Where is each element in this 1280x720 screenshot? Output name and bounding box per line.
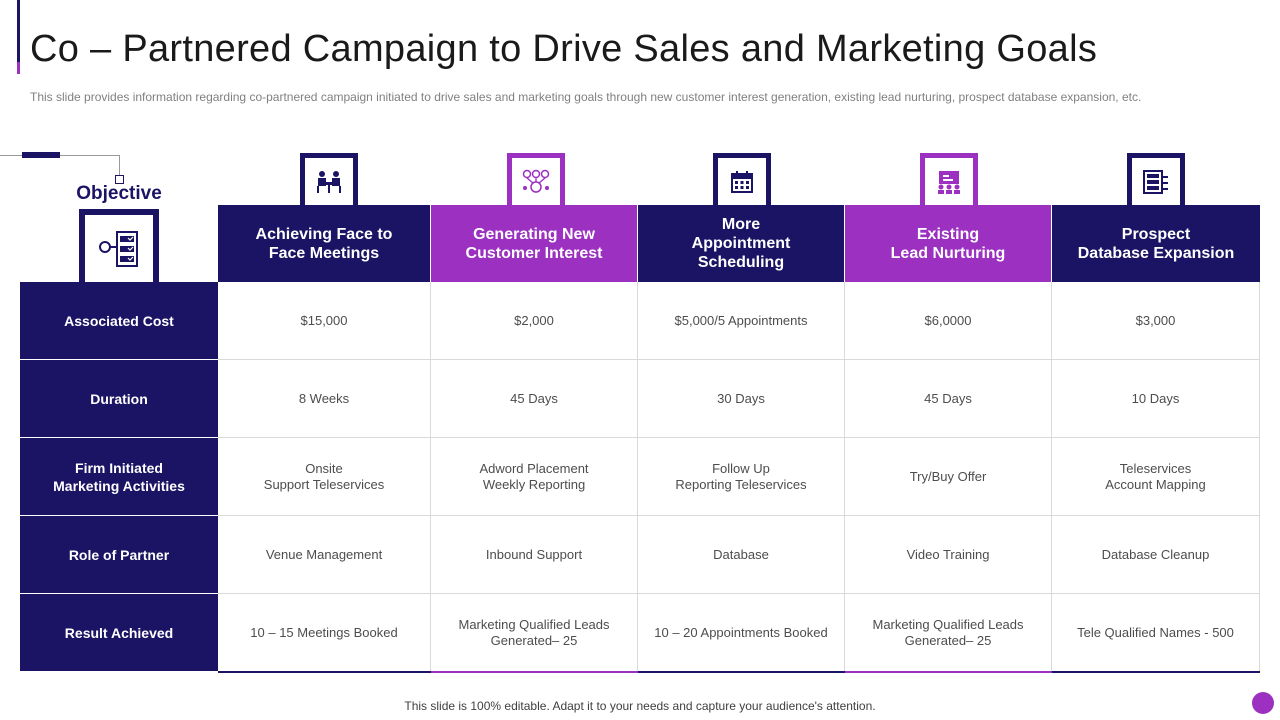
slide-footer: This slide is 100% editable. Adapt it to… [404, 699, 876, 713]
table-cell: Database [638, 516, 845, 594]
table-cell: 10 Days [1052, 360, 1260, 438]
calendar-icon [731, 170, 753, 193]
title-accent-mark [17, 62, 20, 74]
table-cell: 45 Days [431, 360, 638, 438]
column-header-customer-interest: Generating New Customer Interest [431, 205, 638, 282]
table-cell: $15,000 [218, 282, 431, 360]
table-cell: Try/Buy Offer [845, 438, 1052, 516]
column-bottom-rule [218, 671, 431, 673]
connector-node [115, 175, 124, 184]
slide-title: Co – Partnered Campaign to Drive Sales a… [30, 28, 1098, 70]
column-header-database-expansion: Prospect Database Expansion [1052, 205, 1260, 282]
objective-icon-frame [79, 209, 159, 282]
objective-label: Objective [76, 183, 162, 204]
table-cell: Venue Management [218, 516, 431, 594]
table-cell: $6,0000 [845, 282, 1052, 360]
table-cell: $3,000 [1052, 282, 1260, 360]
row-label-result-achieved: Result Achieved [20, 594, 218, 672]
table-cell: 8 Weeks [218, 360, 431, 438]
connector-line-vertical [119, 155, 120, 176]
column-icon-frame-3 [713, 153, 771, 205]
column-icon-frame-1 [300, 153, 358, 205]
table-cell: Adword Placement Weekly Reporting [431, 438, 638, 516]
meeting-icon [317, 170, 341, 193]
table-cell: Teleservices Account Mapping [1052, 438, 1260, 516]
network-icon [522, 169, 550, 193]
row-label-role-of-partner: Role of Partner [20, 516, 218, 594]
table-cell: $5,000/5 Appointments [638, 282, 845, 360]
column-bottom-rule [845, 671, 1052, 673]
table-cell: Database Cleanup [1052, 516, 1260, 594]
column-header-face-meetings: Achieving Face to Face Meetings [218, 205, 431, 282]
column-icon-frame-2 [507, 153, 565, 205]
title-accent-bar [17, 0, 20, 74]
column-header-appointment-scheduling: More Appointment Scheduling [638, 205, 845, 282]
column-bottom-rule [431, 671, 638, 673]
row-label-marketing-activities: Firm Initiated Marketing Activities [20, 438, 218, 516]
corner-dot [1252, 692, 1274, 714]
table-cell: Video Training [845, 516, 1052, 594]
column-header-lead-nurturing: Existing Lead Nurturing [845, 205, 1052, 282]
table-cell: Inbound Support [431, 516, 638, 594]
table-cell: $2,000 [431, 282, 638, 360]
table-cell: 10 – 20 Appointments Booked [638, 594, 845, 672]
table-cell: Marketing Qualified Leads Generated– 25 [431, 594, 638, 672]
connector-line [0, 155, 120, 156]
presentation-icon [938, 170, 960, 194]
table-cell: Follow Up Reporting Teleservices [638, 438, 845, 516]
column-icon-frame-5 [1127, 153, 1185, 205]
table-cell: 30 Days [638, 360, 845, 438]
row-label-duration: Duration [20, 360, 218, 438]
connector-dash [22, 152, 60, 158]
table-cell: Onsite Support Teleservices [218, 438, 431, 516]
table-cell: Marketing Qualified Leads Generated– 25 [845, 594, 1052, 672]
table-cell: 45 Days [845, 360, 1052, 438]
slide-subtitle: This slide provides information regardin… [30, 90, 1142, 104]
column-bottom-rule [1052, 671, 1260, 673]
checklist-icon [99, 230, 138, 267]
column-bottom-rule [638, 671, 845, 673]
row-label-associated-cost: Associated Cost [20, 282, 218, 360]
database-icon [1143, 169, 1168, 194]
column-icon-frame-4 [920, 153, 978, 205]
table-cell: 10 – 15 Meetings Booked [218, 594, 431, 672]
table-cell: Tele Qualified Names - 500 [1052, 594, 1260, 672]
